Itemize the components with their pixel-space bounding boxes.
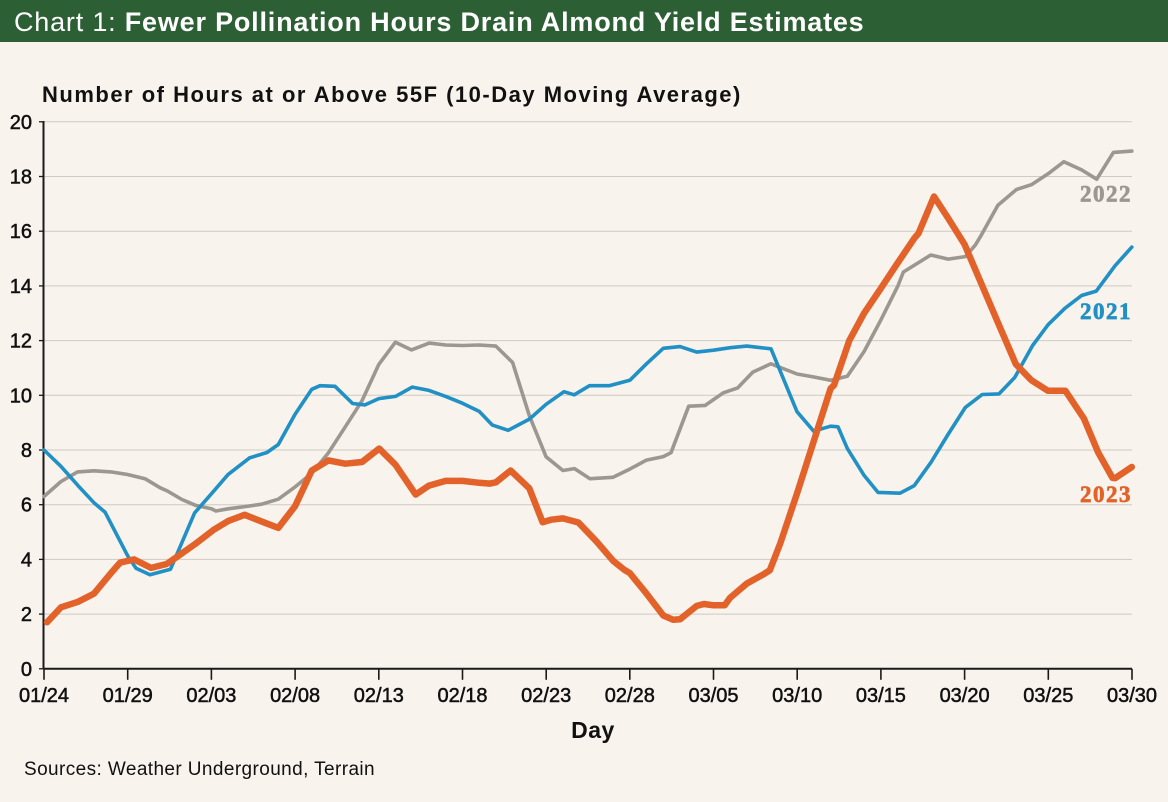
svg-text:20: 20 xyxy=(10,112,32,134)
svg-text:14: 14 xyxy=(10,276,32,298)
svg-text:03/25: 03/25 xyxy=(1023,685,1073,707)
svg-text:6: 6 xyxy=(21,495,32,517)
svg-text:2022: 2022 xyxy=(1080,182,1132,207)
svg-text:02/23: 02/23 xyxy=(521,685,571,707)
svg-text:Day: Day xyxy=(571,717,615,743)
svg-text:16: 16 xyxy=(10,221,32,243)
svg-text:Number of Hours at or Above 55: Number of Hours at or Above 55F (10-Day … xyxy=(42,82,742,107)
svg-text:03/20: 03/20 xyxy=(940,685,990,707)
svg-text:02/13: 02/13 xyxy=(354,685,404,707)
svg-text:03/30: 03/30 xyxy=(1107,685,1157,707)
svg-text:10: 10 xyxy=(10,385,32,407)
svg-text:Chart 1: Fewer Pollination Hou: Chart 1: Fewer Pollination Hours Drain A… xyxy=(14,7,865,37)
svg-text:8: 8 xyxy=(21,440,32,462)
svg-text:01/29: 01/29 xyxy=(103,685,153,707)
svg-text:03/10: 03/10 xyxy=(772,685,822,707)
svg-text:02/03: 02/03 xyxy=(186,685,236,707)
svg-text:02/18: 02/18 xyxy=(437,685,487,707)
svg-text:03/05: 03/05 xyxy=(688,685,738,707)
svg-text:03/15: 03/15 xyxy=(856,685,906,707)
svg-text:02/08: 02/08 xyxy=(270,685,320,707)
svg-text:4: 4 xyxy=(21,549,32,571)
svg-text:01/24: 01/24 xyxy=(19,685,69,707)
svg-text:2023: 2023 xyxy=(1080,482,1132,507)
svg-text:2: 2 xyxy=(21,604,32,626)
svg-text:0: 0 xyxy=(21,659,32,681)
svg-text:2021: 2021 xyxy=(1080,299,1132,324)
svg-text:Sources: Weather Underground,: Sources: Weather Underground, Terrain xyxy=(24,759,375,780)
svg-text:18: 18 xyxy=(10,167,32,189)
svg-text:02/28: 02/28 xyxy=(605,685,655,707)
svg-text:12: 12 xyxy=(10,331,32,353)
